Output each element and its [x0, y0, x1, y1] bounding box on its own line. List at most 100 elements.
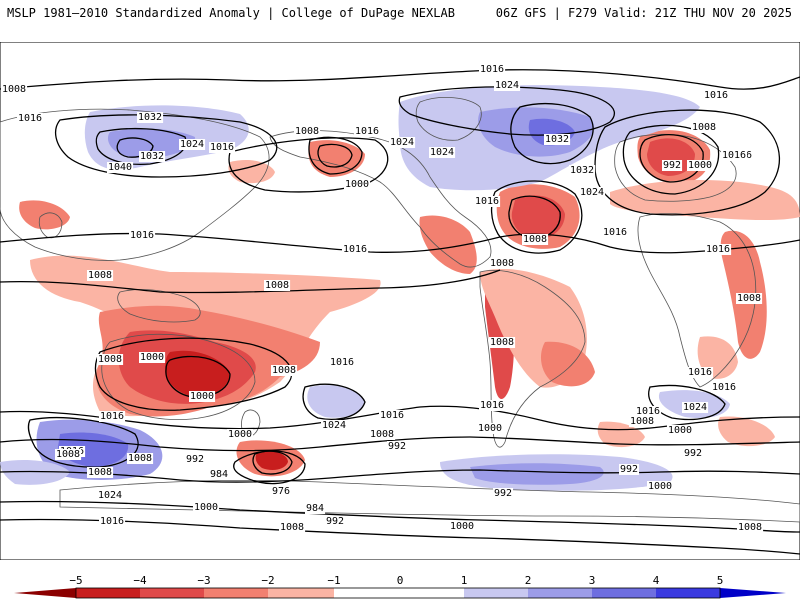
- isobar-1000-southern: [0, 436, 800, 452]
- map-title: MSLP 1981–2010 Standardized Anomaly | Co…: [7, 6, 455, 20]
- isobar-label: 1024: [683, 402, 707, 413]
- north-america-coast: [269, 130, 492, 268]
- north-pacific-neg-anomaly: [228, 160, 275, 184]
- isobar-label-background: [629, 416, 656, 427]
- isobar-label-background: [369, 429, 396, 440]
- isobar-label-background: [264, 280, 291, 291]
- isobar-label-background: [687, 367, 714, 378]
- isobar-label-background: [129, 230, 156, 241]
- isobar-label: 1000: [194, 502, 218, 513]
- africa-coast: [637, 213, 757, 388]
- isobar-label: 992: [186, 454, 204, 465]
- isobar-label-background: [647, 481, 674, 492]
- isobar-label-background: [127, 453, 154, 464]
- model-run-info: 06Z GFS | F279 Valid: 21Z THU NOV 20 202…: [495, 6, 792, 20]
- colorbar-segment: [76, 588, 140, 598]
- isobar-label: 1008: [88, 467, 112, 478]
- isobar-label: 1008: [523, 234, 547, 245]
- isobar-label: 1008: [265, 280, 289, 291]
- isobar-label: 1024: [390, 137, 414, 148]
- colorbar-segment: [14, 588, 76, 598]
- europe-neg3-anomaly: [647, 138, 695, 176]
- isobar-label: 1008: [692, 122, 716, 133]
- colorbar-tick-label: −5: [69, 574, 82, 587]
- isobar-label: 1000: [478, 423, 502, 434]
- isobar-label: 1016: [355, 126, 379, 137]
- isobar-label-background: [493, 488, 514, 499]
- colorbar-tick-label: 2: [525, 574, 532, 587]
- colorbar-segment: [334, 588, 464, 598]
- isobar-label-background: [329, 357, 356, 368]
- isobar-label-background: [662, 160, 683, 171]
- isobar-label: 1016: [130, 230, 154, 241]
- isobar-label-background: [477, 423, 504, 434]
- negative-anomaly-shading: [19, 130, 800, 477]
- isobar-label: 1016: [688, 367, 712, 378]
- isobar-label: 1032: [570, 165, 594, 176]
- isobar-label-background: [99, 411, 126, 422]
- isobar-label: 1016: [475, 196, 499, 207]
- isobar-label: 992: [388, 441, 406, 452]
- isobar-label-background: [602, 227, 629, 238]
- isobar-label-background: [342, 244, 369, 255]
- isobar-label-background: [711, 382, 738, 393]
- isobar-label-background: [479, 400, 506, 411]
- isobar-1008-antarctic: [0, 500, 800, 533]
- isobar-label-background: [687, 160, 714, 171]
- isobar-label-background: [703, 90, 730, 101]
- isobar-label: 1000: [450, 521, 474, 532]
- colorbar-tick-label: −2: [261, 574, 274, 587]
- isobar-label-background: [705, 244, 732, 255]
- isobar-label: 1008: [490, 258, 514, 269]
- isobar-label: 1008: [56, 449, 80, 460]
- isobar-label: 1016: [704, 90, 728, 101]
- colorbar-ticks-layer: −5 −4 −3 −2 −1 0 1 2 3 4 5: [69, 574, 723, 587]
- japan-coast: [38, 212, 63, 239]
- isobar-label: 1008: [272, 365, 296, 376]
- isobar-label: 1000: [648, 481, 672, 492]
- isobar-1024-s-indian: [302, 383, 366, 420]
- isobar-label-background: [99, 516, 126, 527]
- colorbar-tick-label: −4: [133, 574, 147, 587]
- isobar-label: 1008: [370, 429, 394, 440]
- isobar-label: 1008: [295, 126, 319, 137]
- isobar-label: 1008: [280, 522, 304, 533]
- isobar-1032-canada: [510, 102, 594, 165]
- isobar-label: 1008: [88, 270, 112, 281]
- isobar-label: 1008: [128, 453, 152, 464]
- isobar-label: 984: [306, 503, 324, 514]
- isobar-label-background: [279, 522, 306, 533]
- anomaly-map: 1016 1024 1008 1032 1040 1032 1024 1016 …: [0, 42, 800, 560]
- isobar-label: 992: [494, 488, 512, 499]
- isobar-976-southern: [252, 450, 293, 475]
- colorbar-segment: [528, 588, 592, 598]
- isobar-label: 1008: [630, 416, 654, 427]
- positive-anomaly-shading: [0, 85, 730, 491]
- isobar-1008-atlantic: [490, 180, 583, 254]
- isobar-label: 1032: [138, 112, 162, 123]
- colorbar-tick-label: −3: [197, 574, 210, 587]
- isobar-label-background: [305, 503, 326, 514]
- colorbar-tick-label: 1: [461, 574, 468, 587]
- isobar-label: 1016: [100, 411, 124, 422]
- isobar-label-background: [691, 122, 718, 133]
- isobar-label-background: [429, 147, 456, 158]
- isobar-label: 1000: [228, 429, 252, 440]
- isobar-1016-antarctic: [0, 518, 800, 555]
- southern-indian-neg-anomaly: [718, 416, 775, 447]
- isobar-label: 1024: [322, 420, 346, 431]
- colorbar-tick-label: 0: [397, 574, 404, 587]
- isobar-label: 1008: [490, 337, 514, 348]
- isobar-label-background: [569, 165, 596, 176]
- south-indian-pos-anomaly: [307, 385, 365, 418]
- colorbar: −5 −4 −3 −2 −1 0 1 2 3 4 5: [14, 574, 786, 599]
- isobar-label-background: [387, 441, 408, 452]
- isobar-992-europe: [639, 134, 704, 183]
- colorbar-tick-label: 3: [589, 574, 596, 587]
- colorbar-segment: [268, 588, 334, 598]
- isobar-label-background: [494, 80, 521, 91]
- australia-neg4-anomaly: [165, 350, 230, 397]
- isobar-label: 1008: [98, 354, 122, 365]
- isobar-label-background: [489, 337, 516, 348]
- new-zealand-coast: [241, 409, 261, 437]
